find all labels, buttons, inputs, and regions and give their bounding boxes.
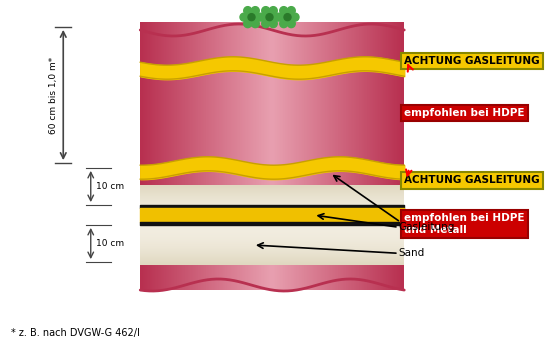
Text: Sand: Sand — [399, 248, 425, 258]
Circle shape — [291, 13, 299, 21]
Circle shape — [280, 20, 288, 28]
Circle shape — [287, 20, 295, 28]
Circle shape — [240, 13, 248, 21]
Text: 10 cm: 10 cm — [96, 182, 124, 191]
Circle shape — [266, 14, 273, 20]
Text: 10 cm: 10 cm — [96, 239, 124, 248]
Circle shape — [244, 20, 252, 28]
Circle shape — [284, 14, 291, 20]
Circle shape — [248, 14, 255, 20]
Text: ACHTUNG GASLEITUNG: ACHTUNG GASLEITUNG — [404, 176, 540, 185]
Text: 60 cm bis 1,0 m*: 60 cm bis 1,0 m* — [50, 56, 58, 134]
Circle shape — [251, 20, 259, 28]
Text: Gasleitung: Gasleitung — [399, 222, 455, 232]
Circle shape — [244, 7, 252, 15]
Circle shape — [270, 20, 277, 28]
Circle shape — [251, 7, 259, 15]
Text: empfohlen bei HDPE: empfohlen bei HDPE — [404, 108, 525, 118]
Circle shape — [262, 20, 270, 28]
Circle shape — [270, 7, 277, 15]
Circle shape — [273, 13, 281, 21]
Circle shape — [280, 7, 288, 15]
Circle shape — [276, 13, 284, 21]
Circle shape — [255, 13, 263, 21]
Text: * z. B. nach DVGW-G 462/I: * z. B. nach DVGW-G 462/I — [11, 328, 140, 338]
Text: empfohlen bei HDPE
und Metall: empfohlen bei HDPE und Metall — [404, 213, 525, 235]
Circle shape — [262, 7, 270, 15]
Circle shape — [287, 7, 295, 15]
Text: ACHTUNG GASLEITUNG: ACHTUNG GASLEITUNG — [404, 56, 540, 66]
Circle shape — [258, 13, 266, 21]
